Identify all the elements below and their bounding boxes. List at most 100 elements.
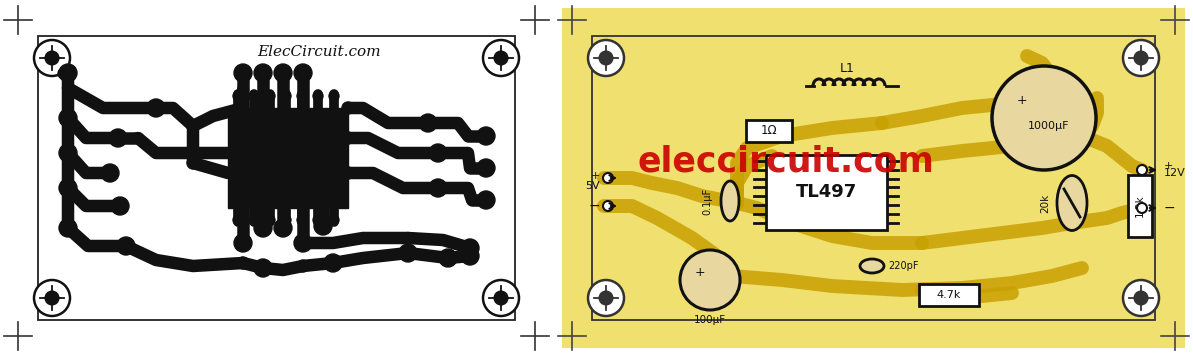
Circle shape <box>254 64 272 82</box>
Circle shape <box>58 219 78 237</box>
Circle shape <box>1137 203 1146 213</box>
FancyBboxPatch shape <box>766 154 886 229</box>
Text: +: + <box>591 171 600 181</box>
Circle shape <box>439 249 457 267</box>
Circle shape <box>282 215 291 225</box>
Text: eleccircuit.com: eleccircuit.com <box>638 144 935 178</box>
Circle shape <box>460 247 480 265</box>
Circle shape <box>599 291 613 305</box>
Circle shape <box>297 91 307 101</box>
Circle shape <box>588 40 624 76</box>
Circle shape <box>1135 51 1148 65</box>
Circle shape <box>33 40 70 76</box>
Circle shape <box>1137 165 1146 175</box>
Circle shape <box>460 239 480 257</box>
Circle shape <box>398 244 418 262</box>
Circle shape <box>117 237 135 255</box>
Circle shape <box>599 51 613 65</box>
Circle shape <box>1135 291 1148 305</box>
Circle shape <box>1123 40 1160 76</box>
Circle shape <box>237 257 249 269</box>
Circle shape <box>45 291 58 305</box>
Text: +: + <box>694 266 705 279</box>
Circle shape <box>329 215 339 225</box>
Circle shape <box>993 66 1096 170</box>
Text: −: − <box>1164 201 1175 215</box>
FancyBboxPatch shape <box>746 120 792 142</box>
Ellipse shape <box>1057 175 1087 230</box>
Circle shape <box>483 40 519 76</box>
Circle shape <box>265 215 276 225</box>
Text: +: + <box>1164 161 1174 171</box>
Text: −: − <box>588 199 600 213</box>
Circle shape <box>602 201 613 211</box>
Circle shape <box>58 64 78 82</box>
Circle shape <box>419 114 437 132</box>
Circle shape <box>234 234 252 252</box>
Ellipse shape <box>721 181 738 221</box>
Circle shape <box>101 164 119 182</box>
Text: 4.7k: 4.7k <box>937 290 962 300</box>
Circle shape <box>297 215 307 225</box>
Polygon shape <box>8 8 545 348</box>
Text: 100μF: 100μF <box>694 315 727 325</box>
Circle shape <box>187 157 199 169</box>
Circle shape <box>233 91 243 101</box>
Circle shape <box>33 280 70 316</box>
Circle shape <box>274 64 292 82</box>
Circle shape <box>1123 280 1160 316</box>
Circle shape <box>187 120 199 132</box>
Circle shape <box>58 144 78 162</box>
Circle shape <box>314 217 332 235</box>
Circle shape <box>45 51 58 65</box>
Circle shape <box>109 129 126 147</box>
Text: 0.1μF: 0.1μF <box>701 187 712 214</box>
Circle shape <box>588 280 624 316</box>
Text: TL497: TL497 <box>796 183 857 201</box>
Circle shape <box>342 102 354 114</box>
Text: ElecCircuit.com: ElecCircuit.com <box>258 45 382 59</box>
Circle shape <box>187 147 199 159</box>
Text: 12V: 12V <box>1164 168 1186 178</box>
Circle shape <box>429 179 447 197</box>
Circle shape <box>254 219 272 237</box>
Circle shape <box>313 215 323 225</box>
Text: 1Ω: 1Ω <box>761 125 778 137</box>
Circle shape <box>324 254 342 272</box>
Circle shape <box>680 250 740 310</box>
Circle shape <box>429 144 447 162</box>
Circle shape <box>58 109 78 127</box>
Circle shape <box>274 219 292 237</box>
Text: 20k: 20k <box>1040 193 1050 213</box>
Circle shape <box>494 51 508 65</box>
Circle shape <box>234 64 252 82</box>
Circle shape <box>483 280 519 316</box>
Polygon shape <box>562 8 1185 348</box>
Circle shape <box>233 215 243 225</box>
FancyBboxPatch shape <box>1129 175 1152 237</box>
Circle shape <box>147 99 165 117</box>
Circle shape <box>111 197 129 215</box>
Text: 1.2k: 1.2k <box>1135 195 1145 217</box>
Circle shape <box>477 127 495 145</box>
FancyBboxPatch shape <box>228 108 348 208</box>
Circle shape <box>282 91 291 101</box>
Ellipse shape <box>860 259 884 273</box>
Circle shape <box>494 291 508 305</box>
Text: 220pF: 220pF <box>888 261 919 271</box>
FancyBboxPatch shape <box>919 284 979 306</box>
Circle shape <box>342 167 354 179</box>
Text: 1000μF: 1000μF <box>1028 121 1070 131</box>
Text: 5V: 5V <box>586 181 600 191</box>
Circle shape <box>249 91 259 101</box>
Circle shape <box>293 234 313 252</box>
Circle shape <box>342 132 354 144</box>
Circle shape <box>477 159 495 177</box>
Circle shape <box>254 259 272 277</box>
Text: L1: L1 <box>840 61 854 75</box>
Circle shape <box>297 260 309 272</box>
Circle shape <box>265 91 276 101</box>
Circle shape <box>313 91 323 101</box>
Text: +: + <box>1016 93 1027 106</box>
Circle shape <box>293 64 313 82</box>
